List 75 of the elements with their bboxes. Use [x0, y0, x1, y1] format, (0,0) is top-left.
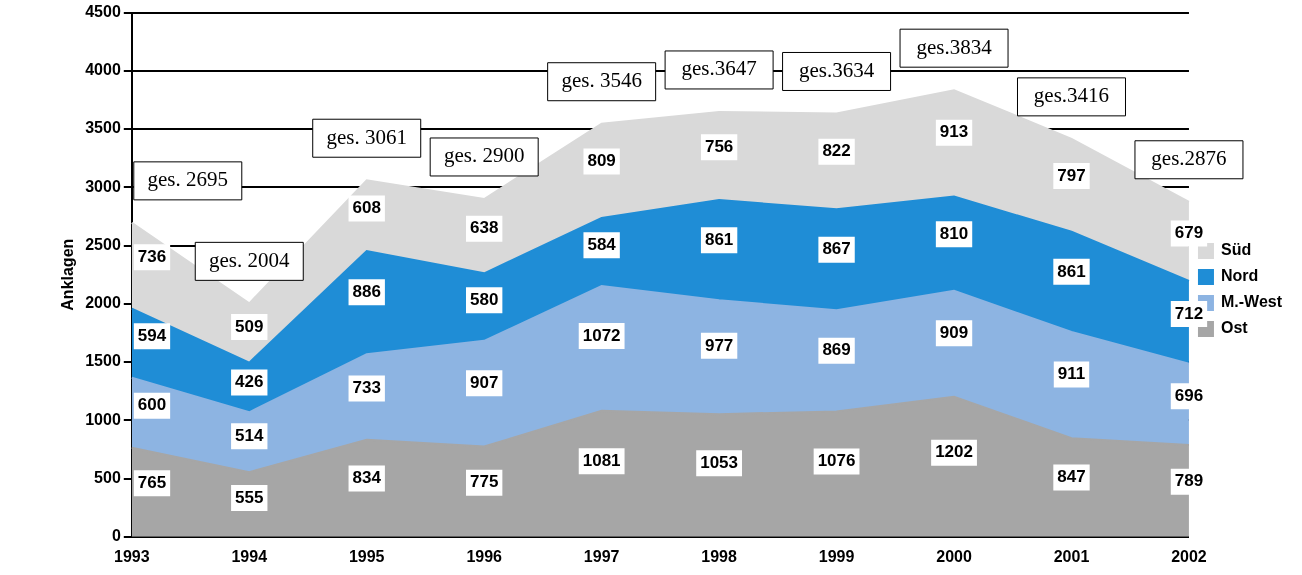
data-label: 911 — [1057, 364, 1086, 384]
data-label: 696 — [1174, 385, 1204, 405]
data-label: 580 — [470, 290, 499, 310]
data-label: 775 — [470, 472, 499, 492]
data-label: 797 — [1057, 165, 1086, 185]
total-label: ges. 2900 — [443, 143, 525, 168]
data-label: 977 — [704, 335, 734, 355]
x-tick-label: 2001 — [1053, 547, 1090, 565]
data-label: 736 — [137, 246, 167, 266]
data-label: 679 — [1174, 223, 1204, 243]
data-label: 869 — [822, 340, 851, 360]
y-tick-label: 4500 — [85, 3, 121, 21]
data-label: 756 — [704, 136, 734, 156]
legend-label: Süd — [1220, 241, 1252, 259]
data-label: 1076 — [817, 451, 856, 471]
data-label: 765 — [137, 473, 167, 493]
legend-label: Ost — [1220, 319, 1249, 337]
y-tick-label: 4000 — [85, 61, 121, 79]
data-label: 834 — [352, 468, 382, 488]
x-tick-label: 1998 — [701, 547, 738, 565]
total-label: ges.2876 — [1151, 146, 1227, 171]
x-tick-label: 2002 — [1171, 547, 1207, 565]
data-label: 810 — [939, 223, 969, 243]
data-label: 1202 — [935, 442, 973, 462]
total-label: ges. 3061 — [326, 124, 407, 149]
total-label: ges. 2695 — [147, 167, 229, 192]
data-label: 712 — [1174, 303, 1204, 323]
total-label: ges. 2004 — [209, 247, 290, 272]
data-label: 1072 — [582, 325, 621, 345]
x-tick-label: 1995 — [348, 547, 385, 565]
y-tick-label: 2500 — [85, 235, 121, 253]
data-label: 509 — [235, 316, 264, 336]
data-label: 861 — [704, 229, 734, 249]
total-label: ges.3416 — [1033, 83, 1110, 108]
data-label: 789 — [1174, 471, 1204, 491]
data-label: 426 — [235, 372, 264, 392]
data-label: 861 — [1057, 261, 1086, 281]
data-label: 1081 — [582, 450, 621, 470]
y-tick-label: 3500 — [85, 119, 121, 137]
x-tick-label: 1996 — [466, 547, 503, 565]
y-tick-label: 1500 — [85, 352, 121, 370]
data-label: 600 — [137, 395, 167, 415]
y-tick-label: 3000 — [85, 177, 121, 195]
data-label: 1053 — [700, 452, 739, 472]
data-label: 608 — [352, 198, 381, 218]
data-label: 909 — [939, 322, 969, 342]
data-label: 847 — [1057, 467, 1086, 487]
legend-label: Nord — [1220, 267, 1259, 285]
y-tick-label: 2000 — [85, 294, 121, 312]
x-tick-label: 2000 — [936, 547, 972, 565]
data-label: 514 — [235, 425, 264, 445]
y-tick-label: 0 — [111, 527, 121, 545]
data-label: 809 — [587, 151, 616, 171]
y-tick-label: 500 — [94, 468, 121, 486]
total-label: ges.3834 — [916, 34, 993, 59]
y-tick-label: 1000 — [85, 410, 121, 428]
data-label: 584 — [587, 234, 617, 254]
x-tick-label: 1997 — [583, 547, 620, 565]
data-label: 907 — [470, 372, 499, 392]
x-tick-label: 1993 — [114, 547, 150, 565]
data-label: 822 — [822, 141, 851, 161]
data-label: 867 — [822, 239, 851, 259]
total-label: ges.3634 — [798, 58, 875, 82]
data-label: 913 — [939, 122, 969, 142]
y-axis-title: Anklagen — [59, 238, 77, 311]
data-label: 733 — [352, 378, 381, 398]
x-tick-label: 1999 — [818, 547, 855, 565]
legend-label: M.-West — [1220, 293, 1283, 311]
x-tick-label: 1994 — [231, 547, 268, 565]
data-label: 555 — [235, 487, 264, 507]
data-label: 886 — [352, 282, 381, 302]
total-label: ges.3647 — [681, 56, 757, 81]
data-label: 638 — [470, 218, 499, 238]
total-label: ges. 3546 — [561, 68, 642, 93]
data-label: 594 — [137, 325, 167, 345]
